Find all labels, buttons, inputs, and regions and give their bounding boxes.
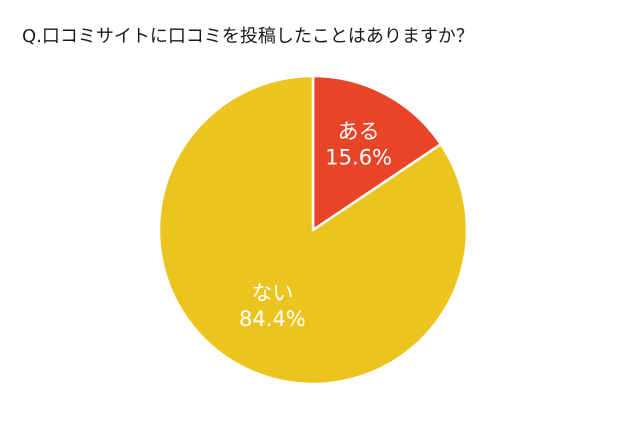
pie-slice-0 <box>311 74 443 232</box>
slice-value-0: 15.6% <box>325 145 392 169</box>
chart-title: Q.口コミサイトに口コミを投稿したことはありますか？ <box>22 26 474 47</box>
slice-value-1: 84.4% <box>239 307 306 331</box>
pie-slices <box>157 74 469 386</box>
pie-slice-1 <box>157 74 469 386</box>
slice-label-1: ない <box>251 281 293 305</box>
slice-label-0: ある <box>338 119 380 143</box>
